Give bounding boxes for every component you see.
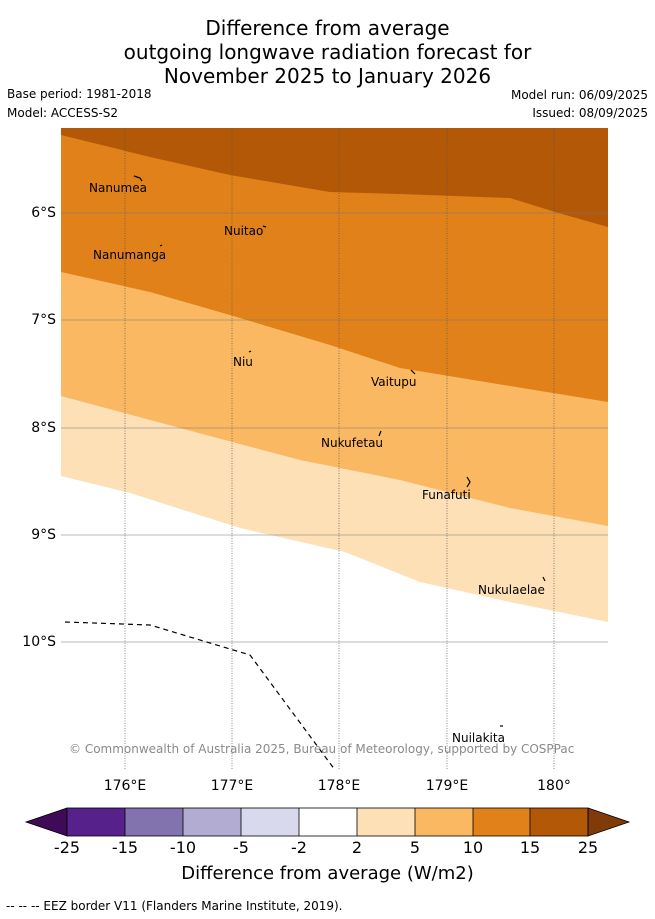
colorbar-tick-label: -5 <box>233 838 249 857</box>
colorbar-swatch <box>67 808 125 836</box>
colorbar <box>24 807 631 837</box>
colorbar-swatch <box>357 808 415 836</box>
nukufetau-island-shape <box>378 430 382 437</box>
x-tick-label: 177°E <box>210 778 254 794</box>
parallel-gridlines <box>61 212 608 643</box>
colorbar-tick-label: 15 <box>519 838 541 857</box>
x-tick-label: 179°E <box>425 778 469 794</box>
title-line: November 2025 to January 2026 <box>163 64 492 88</box>
colorbar-tick-label: -10 <box>169 838 197 857</box>
island-label-nuilakita: Nuilakita <box>452 731 505 745</box>
colorbar-arrow-high <box>587 807 631 837</box>
colorbar-swatch <box>299 808 357 836</box>
colorbar-tick-label: 10 <box>462 838 484 857</box>
title-line: Difference from average <box>205 16 450 40</box>
island-label-vaitupu: Vaitupu <box>371 375 417 389</box>
eez-legend: -- -- -- EEZ border V11 (Flanders Marine… <box>6 899 343 913</box>
x-tick-label: 176°E <box>103 778 147 794</box>
x-tick-label: 178°E <box>317 778 361 794</box>
funafuti-island-shape <box>466 476 471 488</box>
eez-border-line <box>64 621 336 771</box>
colorbar-tick-label: -2 <box>291 838 307 857</box>
y-tick-label: 10°S <box>22 634 56 650</box>
colorbar-arrow-low <box>24 807 68 837</box>
nanumea-island-shape <box>133 175 143 182</box>
island-label-nuitao: Nuitao <box>224 224 264 238</box>
island-label-niu: Niu <box>233 355 253 369</box>
colorbar-tick-label: 25 <box>577 838 599 857</box>
colorbar-title: Difference from average (W/m2) <box>181 863 474 884</box>
colorbar-tick-label: 2 <box>351 838 363 857</box>
band-15-to-25 <box>61 128 608 227</box>
model-run-date: Model run: 06/09/2025 <box>510 88 648 102</box>
colorbar-swatch <box>473 808 530 836</box>
colorbar-tick-label: 5 <box>409 838 421 857</box>
y-tick-label: 7°S <box>31 312 56 328</box>
island-label-nukulaelae: Nukulaelae <box>478 583 545 597</box>
island-outlines <box>133 175 546 727</box>
nukulaelae-island-shape <box>542 576 546 582</box>
colorbar-swatch <box>241 808 299 836</box>
x-tick-label: 180° <box>537 778 571 794</box>
model-name: Model: ACCESS-S2 <box>7 106 119 120</box>
y-tick-label: 9°S <box>31 527 56 543</box>
niu-island-shape <box>248 350 252 353</box>
island-label-nukufetau: Nukufetau <box>321 436 384 450</box>
colorbar-swatch <box>183 808 241 836</box>
title-line: outgoing longwave radiation forecast for <box>123 40 532 64</box>
y-tick-label: 8°S <box>31 420 56 436</box>
nanumanga-island-shape <box>159 244 163 247</box>
meridian-gridlines <box>124 128 555 770</box>
copyright-notice: © Commonwealth of Australia 2025, Bureau… <box>69 742 575 756</box>
island-label-nanumanga: Nanumanga <box>93 248 167 262</box>
y-tick-label: 6°S <box>31 205 56 221</box>
colorbar-swatch <box>530 808 588 836</box>
colorbar-swatch <box>415 808 473 836</box>
base-period: Base period: 1981-2018 <box>7 87 152 101</box>
colorbar-swatch <box>125 808 183 836</box>
nuitao-island-shape <box>262 225 267 228</box>
map-title: Difference from average outgoing longwav… <box>0 16 655 88</box>
colorbar-tick-label: -25 <box>53 838 81 857</box>
island-label-funafuti: Funafuti <box>422 488 471 502</box>
island-label-nanumea: Nanumea <box>89 181 147 195</box>
colorbar-tick-label: -15 <box>111 838 139 857</box>
vaitupu-island-shape <box>410 369 416 375</box>
issued-date: Issued: 08/09/2025 <box>532 106 648 120</box>
